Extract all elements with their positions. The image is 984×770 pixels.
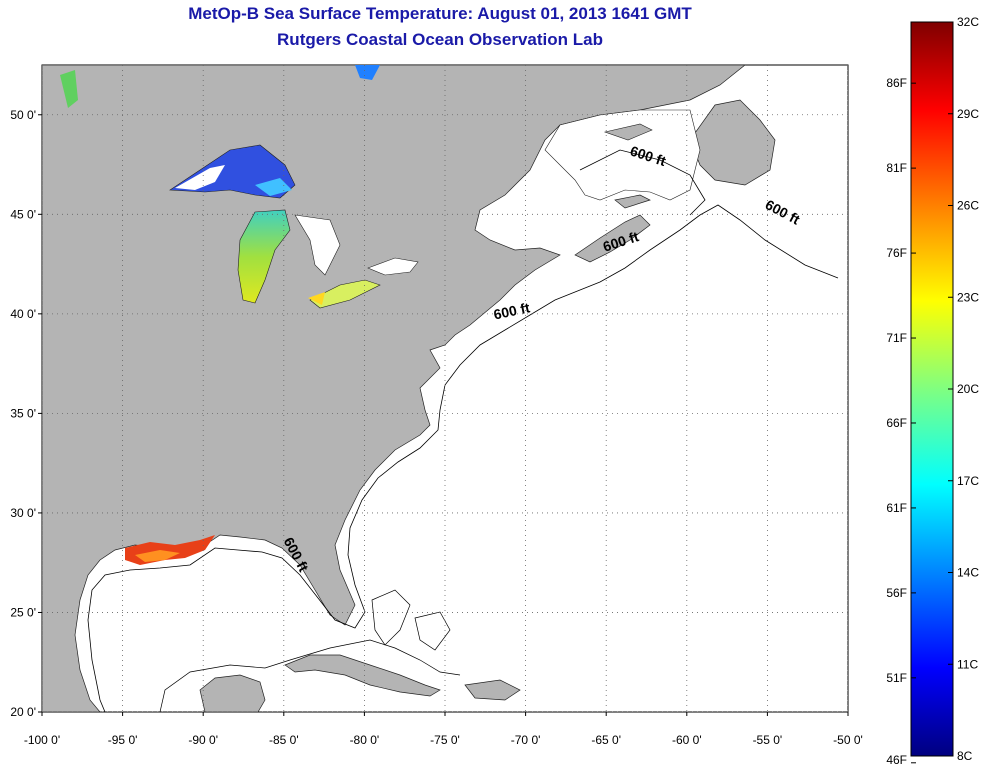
colorbar-labels: 32C 29C 26C 23C 20C 17C 14C 11C 8C 86F 81F 76F 71F 66… (886, 15, 979, 767)
lon-tick-label: -80 0' (350, 733, 380, 747)
lat-tick-label: 20 0' (10, 705, 36, 719)
colorbar-fahrenheit-label: 61F (886, 501, 907, 515)
gulf-st-lawrence-water (544, 109, 701, 201)
colorbar-celsius-label: 11C (957, 657, 978, 671)
lat-tick-label: 25 0' (10, 605, 36, 619)
colorbar-fahrenheit-label: 56F (886, 586, 907, 600)
hudson-bay-sst (355, 65, 380, 80)
colorbar-celsius-label: 29C (957, 107, 979, 121)
hispaniola-land (464, 679, 521, 701)
colorbar-celsius-label: 14C (957, 566, 979, 580)
pei-land (614, 194, 651, 209)
gulf-warm-sst-2 (135, 550, 180, 562)
colorbar-celsius-label: 23C (957, 290, 979, 304)
lon-tick-label: -65 0' (591, 733, 621, 747)
lon-tick-label: -70 0' (511, 733, 541, 747)
colorbar-celsius-label: 8C (957, 749, 973, 763)
latitude-axis: 20 0' 25 0' 30 0' 35 0' 40 0' 45 0' 50 0' (10, 108, 42, 719)
lat-tick-label: 45 0' (10, 207, 36, 221)
colorbar-fahrenheit-label: 81F (886, 161, 907, 175)
anticosti-land-2 (603, 123, 653, 141)
lake-erie (309, 279, 381, 309)
map-subtitle: Rutgers Coastal Ocean Observation Lab (277, 30, 603, 49)
nova-scotia-land (574, 214, 651, 263)
lake-superior-white (175, 165, 225, 190)
bahamas-bank (371, 589, 411, 646)
colorbar-fahrenheit-label: 76F (886, 246, 907, 260)
lon-tick-label: -85 0' (269, 733, 299, 747)
colorbar-fahrenheit-label: 66F (886, 416, 907, 430)
cuba-land (284, 654, 441, 697)
isobath-gulf-st-lawrence (579, 149, 706, 216)
lon-tick-label: -60 0' (672, 733, 702, 747)
colorbar (910, 21, 954, 757)
lake-ontario (367, 257, 419, 276)
lat-tick-label: 35 0' (10, 406, 36, 420)
colorbar-celsius-label: 32C (957, 15, 979, 29)
newfoundland-land (689, 99, 776, 186)
isobath-caribbean (159, 639, 461, 712)
longitude-axis: -100 0' -95 0' -90 0' -85 0' -80 0' -75 0' -70… (24, 712, 863, 747)
lake-erie-west (308, 292, 325, 305)
lon-tick-label: -50 0' (833, 733, 863, 747)
lat-tick-label: 40 0' (10, 307, 36, 321)
contour-label: 600 ft (492, 299, 531, 322)
lake-winnipeg-sst (60, 70, 78, 108)
lon-tick-label: -55 0' (753, 733, 783, 747)
colorbar-celsius-label: 26C (957, 199, 979, 213)
colorbar-fahrenheit-label: 86F (886, 76, 907, 90)
lon-tick-label: -90 0' (188, 733, 218, 747)
colorbar-fahrenheit-label: 46F (886, 753, 907, 767)
lake-michigan (237, 209, 291, 304)
colorbar-celsius-label: 20C (957, 382, 979, 396)
lon-tick-label: -75 0' (430, 733, 460, 747)
lake-superior-cyan (255, 178, 292, 196)
lake-huron (294, 214, 341, 276)
colorbar-fahrenheit-label: 51F (886, 671, 907, 685)
colorbar-celsius-label: 17C (957, 474, 979, 488)
bahamas-bank-2 (414, 611, 451, 651)
lat-tick-label: 50 0' (10, 108, 36, 122)
lon-tick-label: -100 0' (24, 733, 60, 747)
map-title: MetOp-B Sea Surface Temperature: August … (188, 4, 692, 23)
lat-tick-label: 30 0' (10, 506, 36, 520)
lon-tick-label: -95 0' (108, 733, 138, 747)
isobath-600ft (87, 204, 839, 712)
colorbar-fahrenheit-label: 71F (886, 331, 907, 345)
north-america-land (42, 65, 746, 712)
yucatan-land (199, 674, 266, 712)
